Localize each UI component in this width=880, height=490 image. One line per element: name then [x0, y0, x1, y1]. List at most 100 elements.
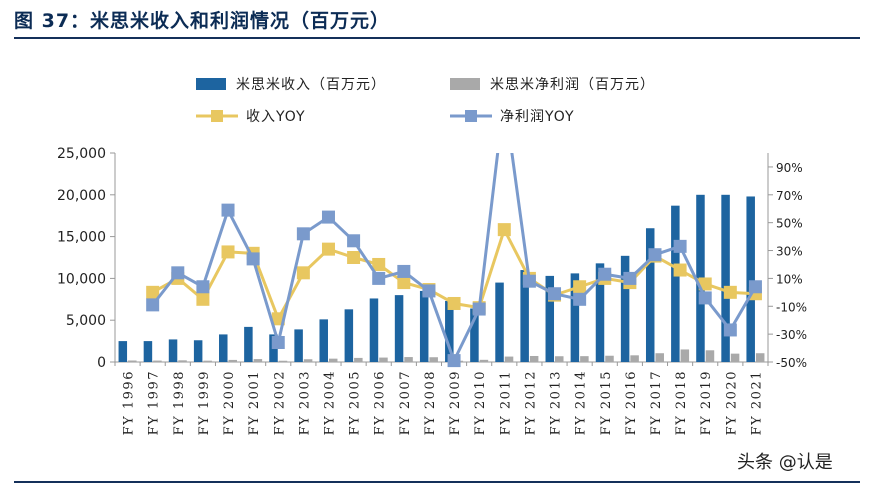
left-tick-label: 10,000	[57, 271, 106, 287]
net-profit-bar	[128, 360, 137, 362]
left-tick-label: 15,000	[57, 230, 106, 246]
right-tick-label: 90%	[776, 161, 803, 175]
net-profit-bar	[429, 357, 438, 362]
revenue-yoy-point	[497, 223, 511, 237]
net-profit-bar	[404, 357, 413, 362]
x-tick-label: FY 2000	[222, 370, 237, 435]
axes: 0 5,000 10,000 15,000 20,000 25,000 -50% -30% -1…	[57, 146, 807, 435]
revenue-yoy-point	[221, 245, 235, 259]
x-tick-label: FY 2015	[599, 370, 614, 435]
net-profit-bar	[580, 356, 589, 362]
legend: 米思米收入（百万元） 米思米净利润（百万元） 收入YOY 净利润YOY	[196, 77, 655, 125]
net-profit-bar	[655, 353, 664, 362]
bottom-rule	[14, 481, 860, 483]
profit-yoy-point	[171, 266, 185, 280]
revenue-yoy-point	[573, 280, 587, 294]
revenue-bar	[520, 270, 529, 362]
revenue-bar	[193, 340, 203, 362]
x-tick-label: FY 1997	[147, 370, 162, 435]
profit-yoy-point	[146, 298, 160, 312]
revenue-yoy-point	[146, 285, 160, 299]
profit-yoy-point	[522, 274, 536, 288]
x-tick-label: FY 2019	[699, 370, 714, 435]
revenue-yoy-point	[296, 266, 310, 280]
left-tick-label: 0	[97, 355, 106, 371]
net-profit-bar	[755, 353, 765, 362]
legend-profit-yoy-swatch-marker	[465, 110, 477, 122]
net-profit-bar	[529, 355, 539, 362]
legend-net-profit-label: 米思米净利润（百万元）	[490, 77, 655, 93]
revenue-bar	[495, 282, 504, 362]
net-profit-bar	[354, 357, 363, 362]
watermark: 头条 @认是	[737, 452, 833, 473]
profit-yoy-point	[271, 335, 285, 349]
x-tick-label: FY 2014	[574, 370, 589, 435]
revenue-bar	[294, 329, 303, 362]
revenue-bar	[168, 339, 178, 362]
net-profit-bar	[253, 359, 263, 362]
net-profit-bar	[153, 360, 162, 362]
left-tick-label: 25,000	[57, 146, 106, 162]
profit-yoy-point	[246, 252, 260, 266]
revenue-yoy-point	[321, 242, 335, 256]
revenue-bar	[369, 298, 379, 362]
revenue-yoy-point	[372, 257, 386, 271]
profit-yoy-point	[196, 280, 210, 294]
revenue-yoy-point	[196, 292, 210, 306]
x-tick-label: FY 2008	[423, 370, 438, 435]
legend-revenue-yoy-swatch-marker	[211, 110, 223, 122]
x-tick-label: FY 2016	[624, 370, 639, 435]
profit-yoy-point	[748, 280, 762, 294]
x-tick-label: FY 2021	[749, 370, 764, 435]
profit-yoy-point	[347, 234, 361, 248]
profit-yoy-point	[673, 239, 687, 253]
legend-profit-yoy-label: 净利润YOY	[500, 109, 575, 125]
profit-yoy-point	[472, 302, 486, 316]
revenue-bar	[645, 228, 655, 362]
lines	[146, 153, 762, 368]
right-tick-label: 10%	[776, 272, 803, 286]
profit-yoy-point	[548, 287, 562, 301]
net-profit-bar	[605, 355, 614, 362]
profit-yoy-point	[623, 271, 637, 285]
revenue-yoy-group	[146, 223, 762, 326]
profit-yoy-point	[321, 210, 335, 224]
revenue-bar	[419, 290, 429, 362]
revenue-yoy-point	[698, 277, 712, 291]
net-profit-bar	[680, 349, 690, 362]
net-profit-bar	[328, 358, 338, 362]
x-tick-label: FY 2001	[247, 370, 262, 435]
x-tick-label: FY 2012	[523, 370, 538, 435]
net-profit-bar	[278, 360, 288, 362]
right-tick-label: -10%	[776, 300, 807, 314]
legend-revenue-swatch	[196, 78, 226, 90]
profit-yoy-point	[397, 264, 411, 278]
revenue-bar	[219, 334, 228, 362]
profit-yoy-point	[372, 271, 386, 285]
revenue-bar	[445, 300, 454, 362]
left-tick-label: 5,000	[66, 313, 106, 329]
profit-yoy-group	[146, 153, 762, 368]
x-tick-label: FY 2004	[322, 370, 337, 435]
revenue-bar	[118, 341, 128, 362]
revenue-bar	[244, 326, 253, 362]
x-tick-label: FY 2017	[649, 370, 664, 435]
legend-net-profit-swatch	[450, 78, 480, 90]
revenue-yoy-point	[447, 296, 461, 310]
revenue-bar	[671, 205, 680, 362]
x-tick-label: FY 2002	[272, 370, 287, 435]
x-tick-label: FY 1998	[172, 370, 187, 435]
top-rule	[14, 37, 860, 39]
x-tick-label: FY 2013	[549, 370, 564, 435]
legend-revenue-label: 米思米收入（百万元）	[236, 77, 386, 93]
x-tick-label: FY 2003	[297, 370, 312, 435]
net-profit-bar	[555, 356, 564, 362]
revenue-bar	[620, 255, 630, 362]
revenue-bar	[545, 275, 555, 362]
profit-yoy-point	[422, 284, 436, 298]
left-tick-label: 20,000	[57, 188, 106, 204]
profit-yoy-point	[296, 227, 310, 241]
revenue-yoy-point	[723, 285, 737, 299]
revenue-bar	[319, 319, 328, 362]
